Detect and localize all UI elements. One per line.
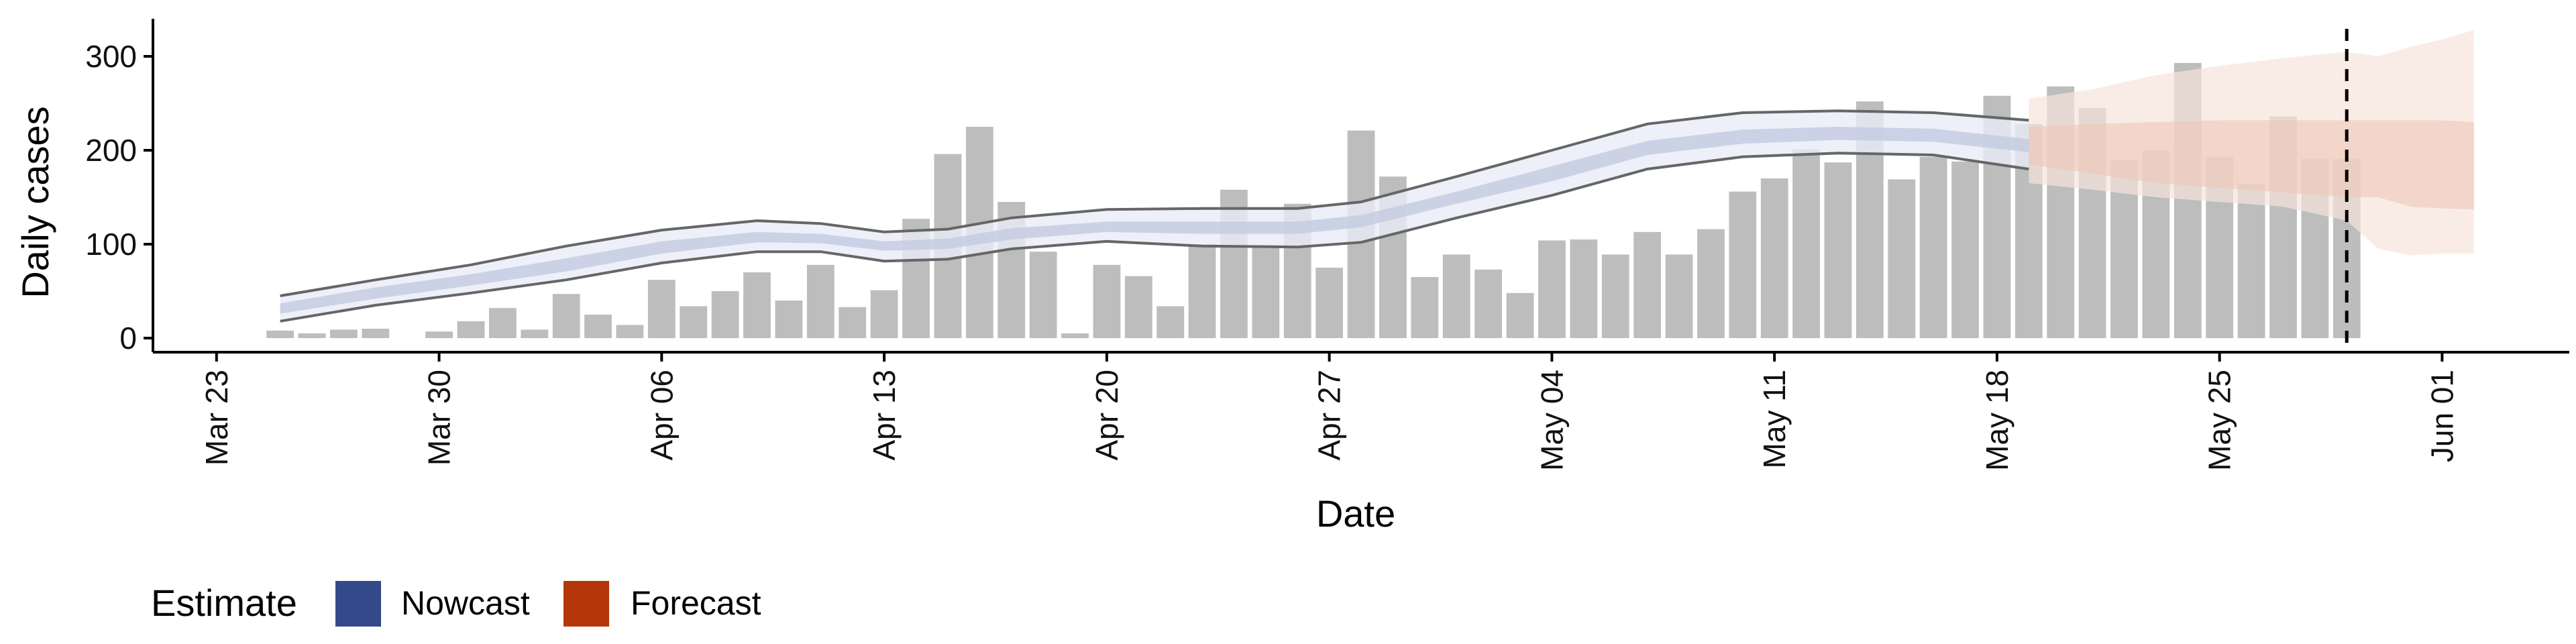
x-tick-label: May 04 (1534, 370, 1569, 471)
x-tick-label: Apr 06 (644, 370, 679, 461)
case-bar (1792, 149, 1820, 338)
y-axis-title: Daily cases (14, 106, 56, 298)
axes: 0 100 200 300 Mar 23 Mar 30 Apr 06 Apr 13 Apr 2… (85, 19, 2569, 471)
x-tick-label: May 25 (2202, 370, 2237, 471)
case-bars (266, 62, 2361, 339)
case-bar (1729, 191, 1757, 338)
case-bar (266, 330, 294, 338)
legend-title: Estimate (151, 582, 297, 624)
x-axis-title: Date (1316, 492, 1395, 535)
y-axis-ticks: 0 100 200 300 (85, 39, 153, 356)
case-bar (1506, 292, 1534, 338)
nowcast-interval-lines (280, 109, 2029, 323)
case-bar (1188, 244, 1216, 338)
x-tick-label: May 18 (1980, 370, 2015, 471)
plot-panel (266, 29, 2474, 352)
case-bar (1157, 306, 1185, 338)
x-tick-label: Apr 27 (1312, 370, 1347, 461)
x-tick-label: May 11 (1757, 370, 1792, 468)
case-bar (362, 329, 390, 338)
case-bar (489, 308, 517, 338)
case-bar (1919, 156, 1947, 339)
case-bar (1029, 252, 1057, 338)
case-bar (1824, 162, 1852, 338)
case-bar (680, 306, 708, 338)
case-bar (1633, 231, 1661, 338)
case-bar (806, 264, 835, 338)
case-bar (1124, 276, 1152, 338)
case-bar (743, 272, 771, 338)
case-bar (839, 307, 867, 338)
case-bar (1888, 179, 1916, 338)
x-tick-label: Jun 01 (2424, 370, 2459, 462)
case-bar (1252, 245, 1280, 338)
case-bar (1760, 178, 1788, 338)
case-bar (552, 294, 580, 338)
y-tick-label: 200 (85, 133, 137, 168)
case-bar (521, 329, 549, 338)
case-bar (298, 333, 326, 338)
case-bar (584, 315, 612, 338)
x-axis-ticks: Mar 23 Mar 30 Apr 06 Apr 13 Apr 20 Apr 27 May … (199, 352, 2459, 471)
forecast-50-band (2029, 120, 2474, 210)
y-tick-label: 300 (85, 39, 137, 74)
case-bar (1411, 277, 1439, 338)
case-bar (1601, 254, 1629, 338)
case-bar (457, 321, 485, 338)
legend: Estimate Nowcast Forecast (151, 581, 761, 627)
nowcast-upper-line (280, 109, 2029, 297)
nowcast-lower-line (280, 152, 2029, 323)
legend-swatch (335, 581, 381, 627)
y-tick-label: 0 (119, 321, 137, 356)
legend-label: Nowcast (401, 584, 530, 622)
case-bar (1697, 229, 1725, 338)
x-tick-label: Apr 13 (867, 370, 902, 461)
case-bar (1665, 254, 1693, 338)
case-bar (1474, 269, 1502, 338)
legend-swatch (564, 581, 609, 627)
case-bar (1061, 333, 1089, 338)
case-bar (2237, 184, 2265, 338)
x-tick-label: Apr 20 (1089, 370, 1124, 461)
case-bar (870, 290, 898, 338)
case-bar (1093, 264, 1121, 338)
case-bar (1538, 240, 1566, 338)
case-bar (775, 301, 803, 338)
case-bar (330, 329, 358, 338)
case-bar (616, 325, 644, 338)
case-bar (1316, 268, 1343, 338)
case-bar (1570, 239, 1598, 338)
case-bar (425, 331, 453, 338)
case-bar (1951, 161, 1979, 339)
case-bar (711, 291, 739, 338)
case-bar (1442, 254, 1470, 338)
legend-label: Forecast (631, 584, 761, 622)
x-tick-label: Mar 23 (199, 370, 234, 466)
estimate-bands (280, 30, 2474, 321)
legend-entries: Nowcast Forecast (335, 581, 761, 627)
y-tick-label: 100 (85, 227, 137, 262)
case-bar (647, 280, 676, 338)
x-tick-label: Mar 30 (422, 370, 457, 466)
